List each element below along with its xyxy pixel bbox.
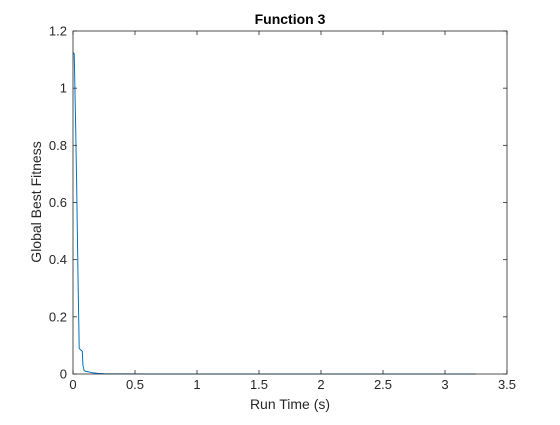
ticks-layer: 0 0.5 1 1.5 2 2.5 3 3.5 0 0.2 0.4 0.6 0.8 1 1.2 (49, 24, 516, 393)
plot-area (73, 31, 507, 374)
x-tick-label: 0 (69, 377, 76, 392)
x-tick-label: 1.5 (250, 377, 268, 392)
x-tick-label: 0.5 (126, 377, 144, 392)
y-tick-label: 0.2 (49, 309, 67, 324)
x-tick-label: 2 (317, 377, 324, 392)
x-tick-label: 2.5 (374, 377, 392, 392)
y-tick-label: 0.8 (49, 138, 67, 153)
y-tick-label: 1.2 (49, 24, 67, 39)
y-axis-label: Global Best Fitness (28, 141, 44, 262)
x-tick-label: 1 (193, 377, 200, 392)
y-tick-label: 1 (60, 81, 67, 96)
y-tick-label: 0.4 (49, 252, 67, 267)
y-tick-label: 0 (60, 367, 67, 382)
x-axis-label: Run Time (s) (250, 396, 330, 412)
x-tick-label: 3 (441, 377, 448, 392)
chart-title: Function 3 (255, 11, 326, 27)
y-tick-label: 0.6 (49, 195, 67, 210)
x-tick-label: 3.5 (498, 377, 516, 392)
